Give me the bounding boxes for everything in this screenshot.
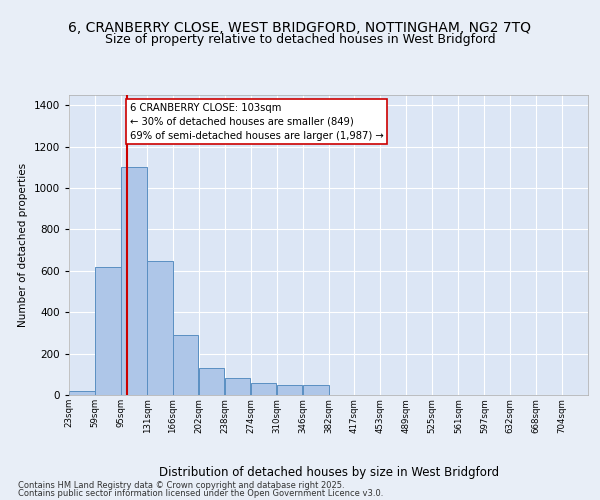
Y-axis label: Number of detached properties: Number of detached properties xyxy=(18,163,28,327)
Bar xyxy=(251,382,277,395)
Text: Contains HM Land Registry data © Crown copyright and database right 2025.: Contains HM Land Registry data © Crown c… xyxy=(18,480,344,490)
Bar xyxy=(121,168,147,395)
Bar xyxy=(173,335,198,395)
Bar xyxy=(303,384,329,395)
Bar xyxy=(147,260,173,395)
Bar xyxy=(95,266,121,395)
Bar xyxy=(277,384,302,395)
Bar xyxy=(69,391,95,395)
Bar xyxy=(224,378,250,395)
Text: 6 CRANBERRY CLOSE: 103sqm
← 30% of detached houses are smaller (849)
69% of semi: 6 CRANBERRY CLOSE: 103sqm ← 30% of detac… xyxy=(130,102,383,141)
Text: 6, CRANBERRY CLOSE, WEST BRIDGFORD, NOTTINGHAM, NG2 7TQ: 6, CRANBERRY CLOSE, WEST BRIDGFORD, NOTT… xyxy=(68,20,532,34)
Text: Size of property relative to detached houses in West Bridgford: Size of property relative to detached ho… xyxy=(104,34,496,46)
Text: Contains public sector information licensed under the Open Government Licence v3: Contains public sector information licen… xyxy=(18,490,383,498)
Text: Distribution of detached houses by size in West Bridgford: Distribution of detached houses by size … xyxy=(159,466,499,479)
Bar xyxy=(199,368,224,395)
